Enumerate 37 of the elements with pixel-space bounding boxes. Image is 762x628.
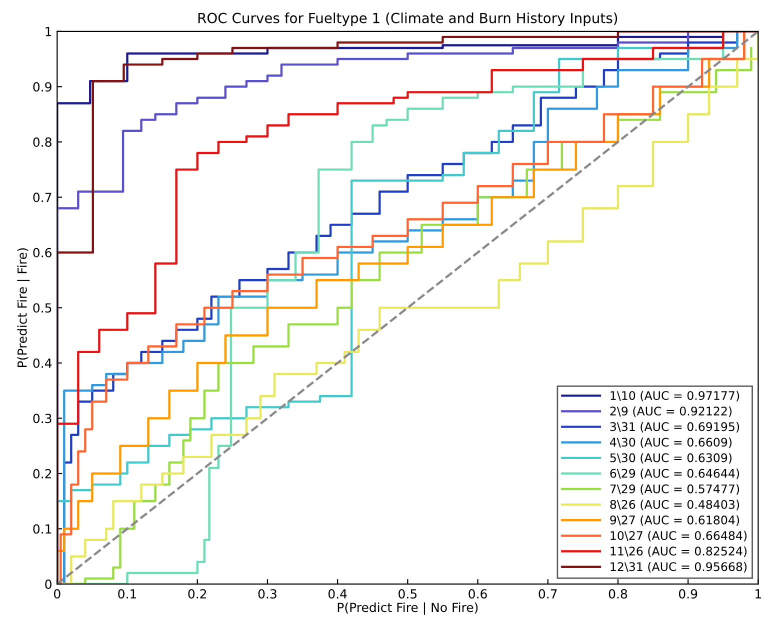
y-tick-label: 0.5 xyxy=(33,303,52,313)
y-axis-title: P(Predict Fire | Fire) xyxy=(17,248,30,368)
x-tick-label: 1 xyxy=(756,589,762,598)
x-tick-label: 0.7 xyxy=(538,589,557,599)
legend-label: 9\27 (AUC = 0.61804) xyxy=(610,515,740,526)
x-tick-label: 0 xyxy=(54,589,60,599)
x-tick-label: 0.2 xyxy=(188,589,206,599)
x-tick-label: 0.9 xyxy=(678,589,698,599)
y-tick-label: 0.6 xyxy=(33,248,52,258)
legend-label: 4\30 (AUC = 0.6609) xyxy=(610,438,732,448)
legend-label: 8\26 (AUC = 0.48403) xyxy=(610,500,740,510)
legend-label: 5\30 (AUC = 0.6309) xyxy=(610,453,732,464)
legend-label: 2\9 (AUC = 0.92122) xyxy=(610,406,732,417)
y-tick-label: 0.1 xyxy=(33,524,52,534)
y-tick-label: 0.9 xyxy=(33,82,52,92)
x-tick-label: 0.3 xyxy=(258,589,276,599)
y-tick-label: 0.3 xyxy=(33,414,52,424)
legend-label: 10\27 (AUC = 0.66484) xyxy=(610,530,747,542)
legend-label: 7\29 (AUC = 0.57477) xyxy=(610,484,740,495)
x-tick-label: 0.4 xyxy=(328,589,347,599)
y-tick-label: 0 xyxy=(45,580,52,589)
y-tick-label: 0.8 xyxy=(33,137,52,147)
y-tick-label: 0.7 xyxy=(33,192,52,202)
y-tick-label: 0.2 xyxy=(33,468,52,478)
x-tick-label: 0.1 xyxy=(118,589,136,599)
x-tick-label: 0.8 xyxy=(608,589,628,599)
legend-label: 11\26 (AUC = 0.82524) xyxy=(610,546,747,557)
x-axis-title: P(Predict Fire | No Fire) xyxy=(338,602,478,615)
legend-label: 3\31 (AUC = 0.69195) xyxy=(610,422,740,432)
legend-label: 1\10 (AUC = 0.97177) xyxy=(610,390,740,402)
chart-title: ROC Curves for Fueltype 1 (Climate and Burn History Inputs) xyxy=(198,12,618,26)
y-tick-label: 0.4 xyxy=(33,358,52,368)
x-tick-label: 0.5 xyxy=(398,589,417,599)
x-tick-label: 0.6 xyxy=(468,589,487,599)
legend-label: 12\31 (AUC = 0.95668) xyxy=(610,562,747,573)
legend-label: 6\29 (AUC = 0.64644) xyxy=(610,468,740,480)
y-tick-label: 1 xyxy=(46,27,52,36)
